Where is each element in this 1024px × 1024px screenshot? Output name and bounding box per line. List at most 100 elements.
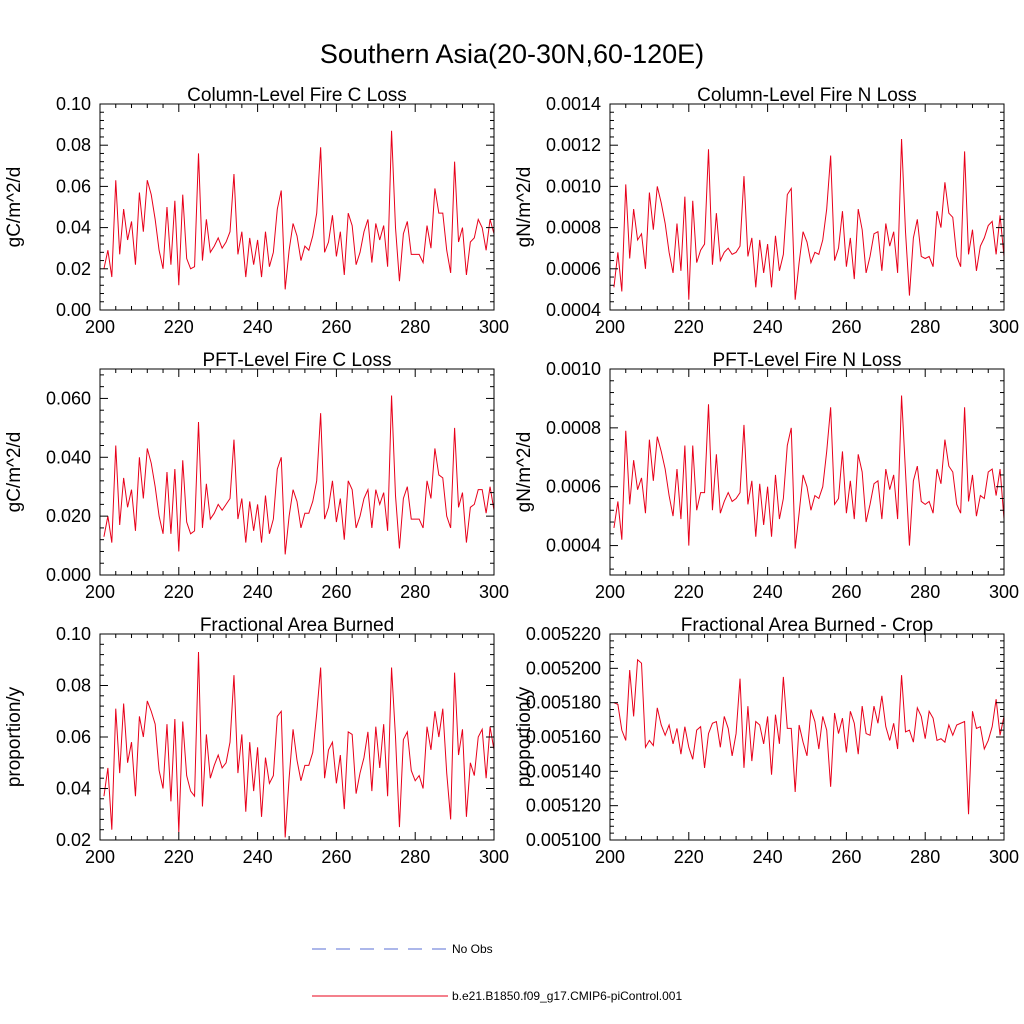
- y-tick-label: 0.08: [56, 676, 91, 696]
- panel-5: Fractional Area Burned 200 220 240 260 280 300…: [4, 615, 509, 867]
- panel-title: Fractional Area Burned - Crop: [681, 615, 933, 636]
- x-tick-label: 200: [85, 582, 115, 602]
- plot-frame: [609, 633, 1005, 841]
- y-tick-label: 0.06: [56, 727, 91, 747]
- y-axis-label: proportion/y: [514, 686, 535, 787]
- panels: Column-Level Fire C Loss 200 220 240 260 280 3…: [4, 85, 1019, 867]
- y-tick-label: 0.10: [56, 624, 91, 644]
- panel-title: Fractional Area Burned: [200, 615, 394, 636]
- x-tick-label: 220: [674, 847, 704, 867]
- x-tick-label: 280: [910, 582, 940, 602]
- legend-label-model: b.e21.B1850.f09_g17.CMIP6-piControl.001: [452, 989, 682, 1003]
- x-tick-label: 220: [164, 847, 194, 867]
- y-axis-label: gC/m^2/d: [4, 432, 25, 513]
- y-tick-label: 0.005100: [526, 830, 601, 850]
- x-tick-label: 240: [753, 582, 783, 602]
- x-tick-label: 240: [243, 317, 273, 337]
- x-tick-label: 220: [674, 317, 704, 337]
- y-tick-label: 0.0006: [546, 477, 601, 497]
- x-tick-label: 220: [164, 317, 194, 337]
- x-tick-label: 280: [400, 317, 430, 337]
- series-line: [103, 130, 495, 290]
- plot-frame: [609, 368, 1005, 576]
- y-tick-label: 0.005120: [526, 796, 601, 816]
- y-tick-label: 0.005180: [526, 693, 601, 713]
- y-tick-label: 0.060: [46, 388, 91, 408]
- y-tick-label: 0.0004: [546, 536, 601, 556]
- x-tick-label: 300: [989, 847, 1019, 867]
- plot-frame: [609, 103, 1005, 311]
- x-tick-label: 240: [243, 847, 273, 867]
- series-line: [613, 138, 1005, 300]
- x-tick-label: 300: [989, 317, 1019, 337]
- panel-title: PFT-Level Fire N Loss: [713, 350, 902, 371]
- y-tick-label: 0.020: [46, 506, 91, 526]
- x-tick-label: 280: [400, 582, 430, 602]
- y-axis-label: gN/m^2/d: [514, 167, 535, 248]
- panel-1: Column-Level Fire C Loss 200 220 240 260 280 3…: [4, 85, 509, 337]
- panel-title: PFT-Level Fire C Loss: [203, 350, 392, 371]
- x-tick-label: 280: [400, 847, 430, 867]
- y-tick-label: 0.10: [56, 94, 91, 114]
- x-tick-label: 260: [321, 847, 351, 867]
- x-tick-label: 300: [479, 847, 509, 867]
- x-tick-label: 200: [85, 847, 115, 867]
- x-tick-label: 280: [910, 847, 940, 867]
- x-tick-label: 260: [321, 582, 351, 602]
- y-tick-label: 0.06: [56, 176, 91, 196]
- panel-4: PFT-Level Fire N Loss 200 220 240 260 280 300 0…: [514, 350, 1019, 602]
- y-tick-label: 0.02: [56, 259, 91, 279]
- legend: No Obs b.e21.B1850.f09_g17.CMIP6-piContr…: [312, 942, 682, 1003]
- y-tick-label: 0.00: [56, 300, 91, 320]
- x-tick-label: 220: [164, 582, 194, 602]
- panel-6: Fractional Area Burned - Crop 200 220 240 26…: [514, 615, 1019, 867]
- series-line: [103, 395, 495, 555]
- y-tick-label: 0.040: [46, 447, 91, 467]
- y-tick-label: 0.005140: [526, 761, 601, 781]
- y-tick-label: 0.0014: [546, 94, 601, 114]
- x-tick-label: 240: [753, 317, 783, 337]
- y-axis-label: gN/m^2/d: [514, 432, 535, 513]
- y-axis-label: gC/m^2/d: [4, 167, 25, 248]
- x-tick-label: 260: [831, 582, 861, 602]
- plot-frame: [99, 368, 495, 576]
- x-tick-label: 300: [479, 317, 509, 337]
- y-tick-label: 0.0012: [546, 135, 601, 155]
- legend-label-no-obs: No Obs: [452, 942, 493, 956]
- y-tick-label: 0.0004: [546, 300, 601, 320]
- x-tick-label: 200: [85, 317, 115, 337]
- y-tick-label: 0.005200: [526, 658, 601, 678]
- panel-title: Column-Level Fire N Loss: [697, 85, 917, 106]
- x-tick-label: 260: [321, 317, 351, 337]
- series-line: [613, 395, 1005, 549]
- x-tick-label: 240: [243, 582, 273, 602]
- x-tick-label: 220: [674, 582, 704, 602]
- panel-2: Column-Level Fire N Loss 200 220 240 260 280 3…: [514, 85, 1019, 337]
- plot-frame: [99, 633, 495, 841]
- y-tick-label: 0.0010: [546, 176, 601, 196]
- x-tick-label: 240: [753, 847, 783, 867]
- panel-title: Column-Level Fire C Loss: [187, 85, 407, 106]
- y-tick-label: 0.0010: [546, 359, 601, 379]
- y-tick-label: 0.0006: [546, 259, 601, 279]
- y-axis-label: proportion/y: [4, 686, 25, 787]
- y-tick-label: 0.005160: [526, 727, 601, 747]
- x-tick-label: 260: [831, 847, 861, 867]
- x-tick-label: 300: [479, 582, 509, 602]
- y-tick-label: 0.04: [56, 779, 91, 799]
- y-tick-label: 0.005220: [526, 624, 601, 644]
- y-tick-label: 0.0008: [546, 218, 601, 238]
- panel-3: PFT-Level Fire C Loss 200 220 240 260 280 300 0…: [4, 350, 509, 602]
- plot-frame: [99, 103, 495, 311]
- series-line: [103, 652, 495, 838]
- series-line: [613, 658, 1005, 815]
- x-tick-label: 200: [595, 847, 625, 867]
- y-tick-label: 0.02: [56, 830, 91, 850]
- y-tick-label: 0.0008: [546, 418, 601, 438]
- y-tick-label: 0.08: [56, 135, 91, 155]
- x-tick-label: 300: [989, 582, 1019, 602]
- figure-title: Southern Asia(20-30N,60-120E): [320, 39, 704, 69]
- x-tick-label: 260: [831, 317, 861, 337]
- x-tick-label: 200: [595, 317, 625, 337]
